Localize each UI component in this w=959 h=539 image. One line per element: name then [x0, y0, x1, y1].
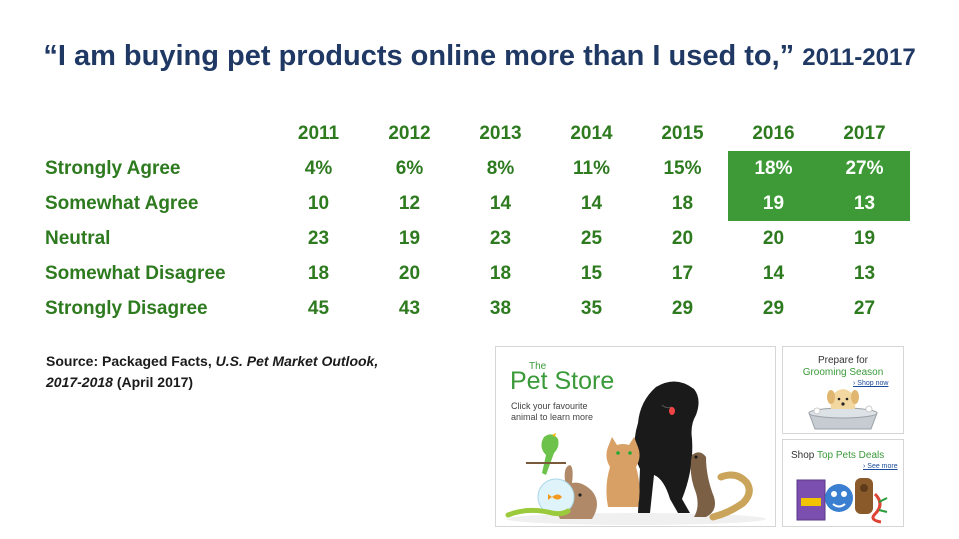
table-row: Somewhat Disagree 18 20 18 15 17 14 13: [40, 256, 910, 291]
table-cell: 15: [580, 262, 603, 284]
table-cell: 14: [580, 192, 603, 214]
year-header: 2011: [297, 122, 340, 144]
year-header: 2012: [388, 122, 431, 144]
row-label: Somewhat Disagree: [45, 262, 226, 284]
row-label: Somewhat Agree: [45, 192, 199, 214]
deals-highlight: Top Pets Deals: [816, 450, 885, 461]
pet-store-subtitle: Click your favourite animal to learn mor…: [511, 401, 594, 422]
table-cell: 18: [489, 262, 512, 284]
see-more-link[interactable]: › See more: [863, 463, 898, 470]
table-cell: 20: [671, 227, 694, 249]
table-cell: 15%: [663, 157, 702, 179]
table-cell: 38: [489, 297, 512, 319]
pet-store-the: The: [529, 361, 547, 372]
table-cell: 17: [671, 262, 694, 284]
table-cell: 13: [853, 262, 876, 284]
pet-toys-icon: [796, 478, 888, 524]
highlighted-cell: 13: [819, 186, 910, 221]
source-publication-years: 2017-2018: [46, 374, 113, 390]
ferret-icon: [690, 452, 715, 517]
header-row: 2011 2012 2013 2014 2015 2016 2017: [40, 116, 910, 151]
grooming-ad[interactable]: Prepare for Grooming Season › Shop now: [782, 346, 904, 434]
table-cell: 19: [853, 227, 876, 249]
table-cell: 18: [671, 192, 694, 214]
row-label: Neutral: [45, 227, 111, 249]
year-header: 2015: [661, 122, 704, 144]
table-cell: 43: [398, 297, 421, 319]
title-main: “I am buying pet products online more th…: [43, 40, 795, 72]
slide-title: “I am buying pet products online more th…: [0, 40, 959, 73]
dog-bath-icon: [808, 389, 878, 430]
table-cell: 19: [398, 227, 421, 249]
grooming-line2: Grooming Season: [802, 367, 884, 378]
table-cell: 14: [489, 192, 512, 214]
table-cell: 29: [762, 297, 785, 319]
row-label: Strongly Disagree: [45, 297, 208, 319]
table-row: Strongly Agree 4% 6% 8% 11% 15% 18% 27%: [40, 151, 910, 186]
dog-icon: [634, 381, 699, 513]
table-cell: 23: [307, 227, 330, 249]
year-header: 2016: [752, 122, 795, 144]
year-header: 2017: [843, 122, 886, 144]
parrot-icon: [526, 433, 566, 475]
table-cell: 29: [671, 297, 694, 319]
pet-deals-ad[interactable]: Shop Top Pets Deals › See more: [782, 439, 904, 527]
highlighted-cell: 19: [728, 186, 819, 221]
grooming-line1: Prepare for: [817, 355, 869, 366]
table-cell: 11%: [573, 157, 610, 179]
year-header: 2014: [570, 122, 613, 144]
row-label: Strongly Agree: [45, 157, 181, 179]
table-cell: 14: [762, 262, 785, 284]
table-cell: 45: [307, 297, 330, 319]
table-cell: 35: [580, 297, 603, 319]
source-prefix: Source: Packaged Facts,: [46, 353, 212, 369]
table-cell: 12: [398, 192, 421, 214]
deals-prefix: Shop: [791, 450, 815, 461]
pet-animals-illustration: [505, 381, 766, 525]
table-cell: 6%: [395, 157, 424, 179]
table-cell: 25: [580, 227, 603, 249]
table-cell: 8%: [486, 157, 515, 179]
deals-title: Shop Top Pets Deals: [791, 450, 884, 461]
source-citation: Source: Packaged Facts, U.S. Pet Market …: [46, 351, 378, 393]
table-row: Strongly Disagree 45 43 38 35 29 29 27: [40, 291, 910, 326]
table-cell: 20: [762, 227, 785, 249]
title-years: 2011-2017: [802, 44, 916, 71]
shop-now-link[interactable]: › Shop now: [853, 380, 889, 387]
table-row: Somewhat Agree 10 12 14 14 18 19 13: [40, 186, 910, 221]
table-cell: 27: [853, 297, 876, 319]
table-row: Neutral 23 19 23 25 20 20 19: [40, 221, 910, 256]
table-cell: 18: [307, 262, 330, 284]
header-empty: [40, 116, 273, 151]
pet-store-banner[interactable]: The Pet Store Click your favourite anima…: [495, 346, 776, 527]
highlighted-cell: 18%: [728, 151, 819, 186]
table-cell: 23: [489, 227, 512, 249]
table-cell: 20: [398, 262, 421, 284]
lizard-icon: [505, 471, 753, 521]
survey-table: 2011 2012 2013 2014 2015 2016 2017 Stron…: [40, 116, 910, 326]
source-publication: U.S. Pet Market Outlook,: [215, 353, 379, 369]
highlighted-cell: 27%: [819, 151, 910, 186]
table-cell: 10: [307, 192, 330, 214]
cat-icon: [606, 437, 640, 507]
table-cell: 4%: [304, 157, 333, 179]
source-date: (April 2017): [116, 374, 194, 390]
pet-store-title: Pet Store: [510, 367, 615, 395]
year-header: 2013: [479, 122, 522, 144]
